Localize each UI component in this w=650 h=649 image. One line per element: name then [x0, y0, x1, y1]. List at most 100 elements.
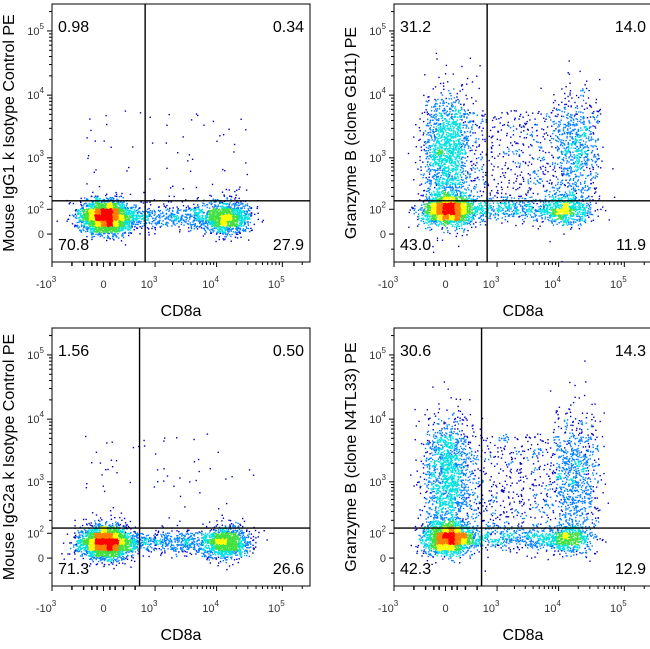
event-dot	[103, 220, 105, 223]
event-dot	[154, 228, 157, 231]
event-dot	[209, 231, 212, 233]
event-dot	[195, 217, 197, 219]
event-dot	[250, 215, 252, 217]
event-dot	[178, 209, 180, 212]
event-dot	[131, 208, 134, 210]
event-dot	[216, 230, 219, 232]
event-dot	[208, 202, 211, 204]
event-dot	[117, 233, 119, 235]
event-dot	[148, 234, 150, 236]
event-dot	[98, 228, 100, 230]
event-dot	[96, 207, 99, 209]
event-dot	[137, 217, 139, 220]
event-dot	[216, 207, 218, 210]
event-dot	[92, 211, 94, 213]
event-dot	[93, 235, 96, 238]
event-dot	[228, 221, 230, 224]
event-dot	[203, 124, 205, 126]
event-dot	[235, 210, 237, 212]
event-dot	[208, 213, 210, 215]
event-dot	[94, 223, 96, 225]
event-dot	[180, 218, 182, 220]
event-dot	[176, 222, 178, 225]
event-dot	[66, 220, 68, 222]
event-dot	[238, 202, 240, 204]
event-dot	[249, 214, 251, 216]
event-dot	[78, 216, 81, 219]
event-dot	[100, 201, 103, 204]
event-dot	[97, 195, 99, 197]
event-dot	[117, 229, 119, 231]
event-dot	[132, 146, 134, 148]
event-dot	[202, 221, 204, 223]
event-dot	[208, 207, 211, 209]
event-dot	[124, 214, 126, 217]
event-dots	[407, 52, 616, 263]
event-dot	[123, 210, 126, 212]
event-dot	[215, 227, 217, 229]
event-dot	[166, 204, 168, 207]
event-dot	[87, 222, 89, 224]
event-dot	[112, 221, 114, 223]
event-dot	[187, 220, 190, 222]
event-dot	[88, 213, 90, 215]
event-dot	[143, 211, 145, 213]
event-dot	[234, 236, 237, 238]
event-dot	[240, 118, 242, 120]
event-dot	[171, 213, 173, 216]
event-dot	[131, 219, 133, 222]
event-dot	[234, 196, 237, 199]
event-dot	[121, 209, 123, 211]
event-dot	[219, 226, 221, 228]
event-dot	[234, 212, 236, 214]
event-dot	[168, 113, 170, 116]
event-dot	[94, 207, 96, 209]
event-dot	[90, 234, 93, 236]
event-dot	[203, 227, 206, 230]
event-dot	[224, 206, 226, 208]
event-dot	[90, 218, 93, 220]
event-dot	[198, 208, 200, 211]
event-dot	[123, 201, 125, 203]
event-dot	[101, 221, 103, 224]
event-dot	[108, 215, 111, 218]
event-dot	[231, 233, 233, 236]
event-dot	[132, 215, 134, 218]
event-dot	[112, 228, 115, 230]
event-dot	[192, 223, 195, 226]
event-dot	[83, 215, 86, 218]
event-dot	[215, 221, 218, 223]
event-dot	[124, 222, 127, 224]
event-dot	[185, 220, 187, 223]
event-dot	[86, 222, 88, 224]
event-dot	[85, 199, 88, 201]
event-dot	[130, 224, 133, 226]
event-dot	[106, 237, 109, 239]
event-dot	[231, 204, 233, 206]
event-dot	[124, 216, 127, 218]
event-dot	[126, 218, 129, 221]
event-dot	[107, 225, 109, 227]
event-dot	[102, 206, 105, 208]
event-dot	[93, 218, 95, 221]
event-dot	[196, 206, 198, 209]
event-dot	[114, 204, 116, 206]
event-dot	[79, 213, 81, 215]
event-dot	[92, 222, 94, 224]
event-dot	[126, 207, 129, 209]
event-dot	[172, 207, 174, 209]
event-dot	[237, 215, 239, 218]
event-dot	[86, 204, 88, 206]
event-dot	[254, 213, 256, 216]
event-dot	[217, 228, 219, 231]
event-dot	[180, 209, 182, 211]
event-dot	[107, 228, 109, 231]
event-dot	[232, 231, 235, 233]
event-dot	[76, 221, 78, 224]
event-dot	[113, 213, 116, 215]
event-dot	[211, 183, 214, 186]
event-dot	[227, 228, 229, 230]
event-dot	[112, 235, 114, 238]
event-dot	[100, 206, 103, 208]
event-dot	[90, 224, 92, 226]
